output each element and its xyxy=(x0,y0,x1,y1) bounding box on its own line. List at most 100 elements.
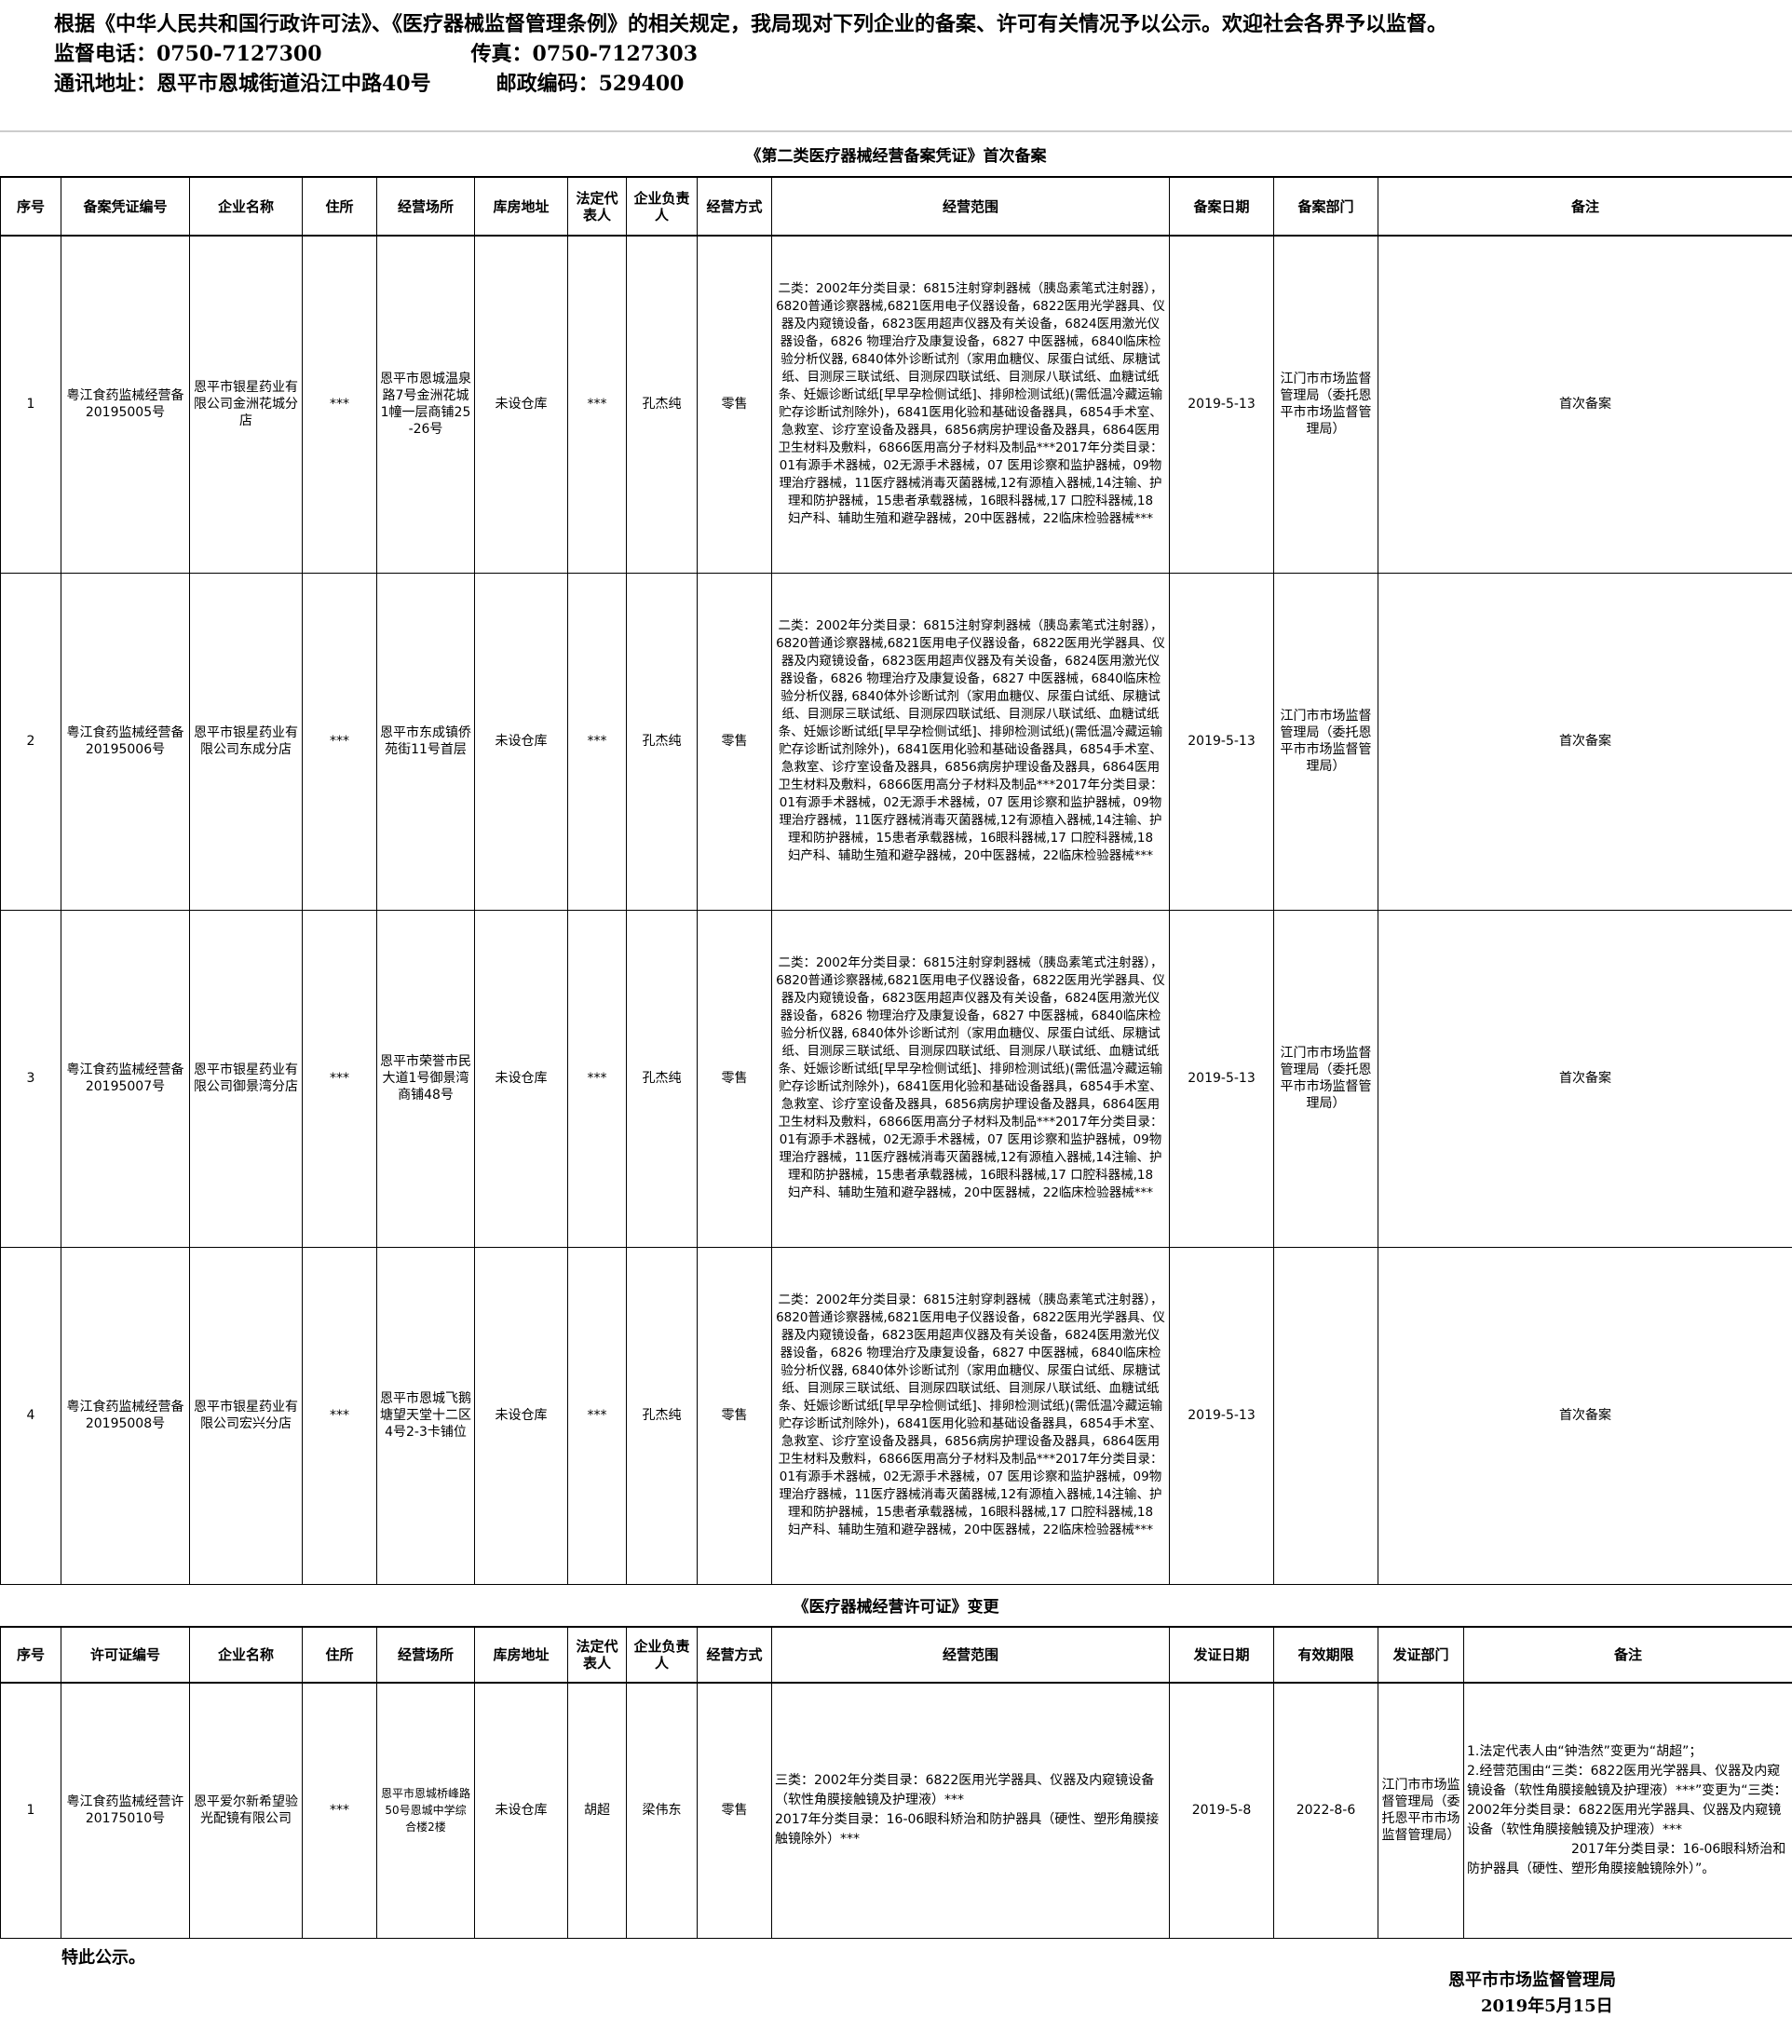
cell-legal: *** xyxy=(567,909,627,1248)
cell-premises: 恩平市东成镇侨苑街11号首层 xyxy=(376,572,475,911)
column-header: 库房地址 xyxy=(474,1626,568,1684)
cell-name: 恩平市银星药业有限公司金洲花城分店 xyxy=(189,235,303,574)
cell-manager: 孔杰纯 xyxy=(626,572,698,911)
table2-title: 《医疗器械经营许可证》变更 xyxy=(793,1598,999,1617)
cell-warehouse: 未设仓库 xyxy=(474,1682,568,1939)
cell-issue-date: 2019-5-8 xyxy=(1169,1682,1274,1939)
cell-scope: 二类：2002年分类目录：6815注射穿刺器械（胰岛素笔式注射器），6820普通… xyxy=(771,1246,1170,1585)
column-header: 经营场所 xyxy=(376,176,475,237)
cell-dept xyxy=(1273,1246,1378,1585)
cell-dept: 江门市市场监督管理局（委托恩平市市场监督管理局） xyxy=(1273,909,1378,1248)
license-table: 序号 许可证编号 企业名称 住所 经营场所 库房地址 法定代表人 企业负责人 经营方式 经营范围发… xyxy=(0,1626,1792,1939)
cell-no: 3 xyxy=(0,909,61,1248)
issuer: 恩平市市场监督管理局 xyxy=(1448,1970,1616,1990)
cell-scope: 二类：2002年分类目录：6815注射穿刺器械（胰岛素笔式注射器），6820普通… xyxy=(771,235,1170,574)
cell-premises: 恩平市恩城飞鹅塘望天堂十二区4号2-3卡铺位 xyxy=(376,1246,475,1585)
cell-remark: 首次备案 xyxy=(1378,235,1792,574)
column-header: 住所 xyxy=(302,1626,377,1684)
cell-mode: 零售 xyxy=(697,235,772,574)
notice-text: 特此公示。 xyxy=(61,1948,145,1968)
issue-date: 2019年5月15日 xyxy=(1481,1997,1613,2016)
column-header: 发证部门 xyxy=(1378,1626,1464,1684)
column-header: 企业负责人 xyxy=(626,1626,698,1684)
cell-cert: 粤江食药监械经营备20195006号 xyxy=(61,572,190,911)
cell-manager: 孔杰纯 xyxy=(626,1246,698,1585)
cell-residence: *** xyxy=(302,909,377,1248)
column-header: 经营方式 xyxy=(697,1626,772,1684)
cell-dept: 江门市市场监督管理局（委托恩平市市场监督管理局） xyxy=(1378,1682,1464,1939)
cell-warehouse: 未设仓库 xyxy=(474,235,568,574)
table-row: 4 粤江食药监械经营备20195008号 恩平市银星药业有限公司宏兴分店 *** 恩平市… xyxy=(0,1246,1792,1585)
cell-legal: *** xyxy=(567,572,627,911)
table-row: 2 粤江食药监械经营备20195006号 恩平市银星药业有限公司东成分店 *** 恩平市… xyxy=(0,572,1792,911)
cell-remark: 首次备案 xyxy=(1378,909,1792,1248)
cell-date: 2019-5-13 xyxy=(1169,572,1274,911)
cell-warehouse: 未设仓库 xyxy=(474,1246,568,1585)
cell-premises: 恩平市恩城温泉路7号金洲花城1幢一层商铺25-26号 xyxy=(376,235,475,574)
column-header: 库房地址 xyxy=(474,176,568,237)
mailing-address: 通讯地址：恩平市恩城街道沿江中路40号 xyxy=(54,72,431,96)
cell-dept: 江门市市场监督管理局（委托恩平市市场监督管理局） xyxy=(1273,572,1378,911)
cell-date: 2019-5-13 xyxy=(1169,909,1274,1248)
column-header: 经营场所 xyxy=(376,1626,475,1684)
column-header: 企业负责人 xyxy=(626,176,698,237)
cell-manager: 梁伟东 xyxy=(626,1682,698,1939)
cell-warehouse: 未设仓库 xyxy=(474,909,568,1248)
cell-mode: 零售 xyxy=(697,909,772,1248)
column-header: 序号 xyxy=(0,1626,61,1684)
cell-company: 恩平爱尔新希望验光配镜有限公司 xyxy=(189,1682,303,1939)
cell-name: 恩平市银星药业有限公司宏兴分店 xyxy=(189,1246,303,1585)
intro-statement: 根据《中华人民共和国行政许可法》、《医疗器械监督管理条例》的相关规定，我局现对下… xyxy=(54,12,1448,36)
fax: 传真：0750-7127303 xyxy=(470,42,699,66)
cell-scope: 三类：2002年分类目录：6822医用光学器具、仪器及内窥镜设备（软性角膜接触镜… xyxy=(771,1682,1170,1939)
cell-premises: 恩平市荣誉市民大道1号御景湾商铺48号 xyxy=(376,909,475,1248)
cell-date: 2019-5-13 xyxy=(1169,235,1274,574)
column-header: 有效期限 xyxy=(1273,1626,1378,1684)
column-header: 住所 xyxy=(302,176,377,237)
table-row: 1 粤江食药监械经营许20175010号 恩平爱尔新希望验光配镜有限公司 ***… xyxy=(0,1682,1792,1939)
table-row: 1 粤江食药监械经营备20195005号 恩平市银星药业有限公司金洲花城分店 *** 恩… xyxy=(0,235,1792,574)
column-header: 许可证编号 xyxy=(61,1626,190,1684)
cell-mode: 零售 xyxy=(697,572,772,911)
cell-manager: 孔杰纯 xyxy=(626,235,698,574)
intro: 根据《中华人民共和国行政许可法》、《医疗器械监督管理条例》的相关规定，我局现对下… xyxy=(54,9,1447,99)
cell-mode: 零售 xyxy=(697,1682,772,1939)
column-header: 备案凭证编号 xyxy=(61,176,190,237)
cell-warehouse: 未设仓库 xyxy=(474,572,568,911)
cell-remark: 1.法定代表人由“钟浩然”变更为“胡超”； 2.经营范围由“三类：6822医用光学… xyxy=(1463,1682,1792,1939)
cell-cert: 粤江食药监械经营备20195005号 xyxy=(61,235,190,574)
column-header: 企业名称 xyxy=(189,176,303,237)
cell-legal: *** xyxy=(567,235,627,574)
cell-remark: 首次备案 xyxy=(1378,572,1792,911)
cell-legal: *** xyxy=(567,1246,627,1585)
table1-title: 《第二类医疗器械经营备案凭证》首次备案 xyxy=(745,147,1047,166)
table-row: 3 粤江食药监械经营备20195007号 恩平市银星药业有限公司御景湾分店 *** 恩平… xyxy=(0,909,1792,1248)
cell-valid-until: 2022-8-6 xyxy=(1273,1682,1378,1939)
column-header: 法定代表人 xyxy=(567,1626,627,1684)
cell-remark: 首次备案 xyxy=(1378,1246,1792,1585)
column-header: 备注 xyxy=(1378,176,1792,237)
cell-scope: 二类：2002年分类目录：6815注射穿刺器械（胰岛素笔式注射器），6820普通… xyxy=(771,909,1170,1248)
column-header: 企业名称 xyxy=(189,1626,303,1684)
cell-cert: 粤江食药监械经营备20195007号 xyxy=(61,909,190,1248)
column-header: 法定代表人 xyxy=(567,176,627,237)
column-header: 经营范围 xyxy=(771,1626,1170,1684)
cell-residence: *** xyxy=(302,572,377,911)
cell-no: 4 xyxy=(0,1246,61,1585)
cell-scope: 二类：2002年分类目录：6815注射穿刺器械（胰岛素笔式注射器），6820普通… xyxy=(771,572,1170,911)
cell-residence: *** xyxy=(302,235,377,574)
cell-license-no: 粤江食药监械经营许20175010号 xyxy=(61,1682,190,1939)
cell-legal-rep: 胡超 xyxy=(567,1682,627,1939)
filing-table: 序号 备案凭证编号 企业名称 住所 经营场所 库房地址 法定代表人 企业负责人 经营方式 经营范围… xyxy=(0,176,1792,1585)
column-header: 序号 xyxy=(0,176,61,237)
cell-manager: 孔杰纯 xyxy=(626,909,698,1248)
column-header: 经营范围 xyxy=(771,176,1170,237)
cell-no: 1 xyxy=(0,235,61,574)
column-header: 备注 xyxy=(1463,1626,1792,1684)
cell-premises: 恩平市恩城桥峰路50号恩城中学综合楼2楼 xyxy=(376,1682,475,1939)
cell-name: 恩平市银星药业有限公司东成分店 xyxy=(189,572,303,911)
cell-dept: 江门市市场监督管理局（委托恩平市市场监督管理局） xyxy=(1273,235,1378,574)
cell-date: 2019-5-13 xyxy=(1169,1246,1274,1585)
column-header: 经营方式 xyxy=(697,176,772,237)
column-header: 发证日期 xyxy=(1169,1626,1274,1684)
